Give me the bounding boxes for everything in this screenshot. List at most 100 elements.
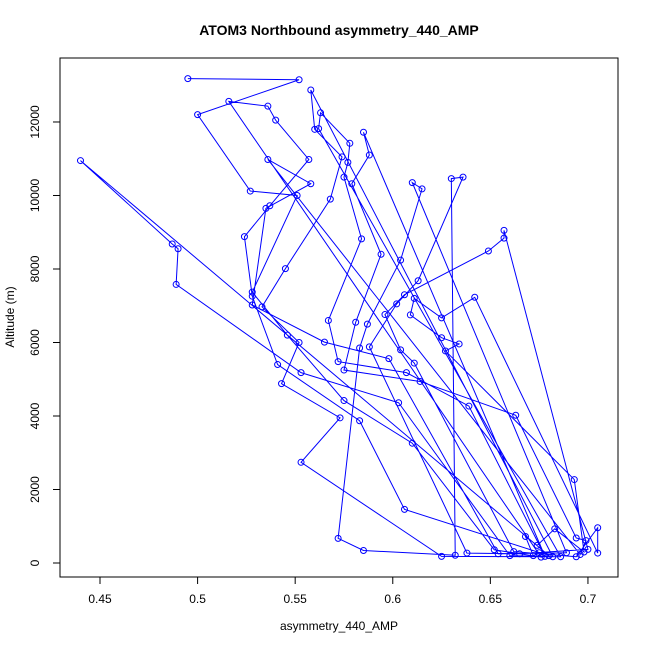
x-tick-label: 0.5 — [189, 592, 206, 606]
point — [459, 173, 467, 181]
point — [174, 245, 182, 253]
point — [295, 338, 303, 346]
point — [510, 548, 518, 556]
point — [410, 359, 418, 367]
series-line — [80, 78, 599, 558]
x-axis-label: asymmetry_440_AMP — [280, 619, 398, 633]
point — [562, 549, 570, 557]
point — [272, 116, 280, 124]
point — [580, 548, 588, 556]
point — [500, 234, 508, 242]
point — [594, 524, 602, 532]
point — [248, 288, 256, 296]
point — [410, 294, 418, 302]
point — [274, 361, 282, 369]
point — [494, 550, 502, 558]
x-tick-label: 0.45 — [88, 592, 112, 606]
point — [359, 128, 367, 136]
point — [455, 340, 463, 348]
point — [356, 344, 364, 352]
point — [557, 553, 565, 561]
point — [490, 546, 498, 554]
point — [344, 158, 352, 166]
point — [295, 76, 303, 84]
point — [400, 505, 408, 513]
y-tick-label: 8000 — [28, 255, 42, 282]
point — [471, 293, 479, 301]
point — [264, 102, 272, 110]
point — [248, 292, 256, 300]
point — [551, 525, 559, 533]
point — [340, 397, 348, 405]
point — [512, 411, 520, 419]
point — [406, 311, 414, 319]
x-tick-label: 0.55 — [284, 592, 308, 606]
point — [317, 109, 325, 117]
point — [326, 195, 334, 203]
point — [393, 300, 401, 308]
point — [352, 318, 360, 326]
y-tick-label: 4000 — [28, 402, 42, 429]
point — [521, 533, 529, 541]
point — [311, 125, 319, 133]
y-tick-label: 2000 — [28, 476, 42, 503]
point — [441, 347, 449, 355]
point — [572, 534, 580, 542]
point — [529, 552, 537, 560]
point — [258, 303, 266, 311]
point — [264, 155, 272, 163]
x-tick-label: 0.6 — [384, 592, 401, 606]
point — [438, 552, 446, 560]
point — [506, 552, 514, 560]
point — [381, 311, 389, 319]
point — [438, 314, 446, 322]
point — [184, 75, 192, 83]
point — [414, 277, 422, 285]
point — [225, 97, 233, 105]
point — [535, 549, 543, 557]
point — [246, 187, 254, 195]
point — [418, 185, 426, 193]
point — [516, 550, 524, 558]
point — [76, 157, 84, 165]
point — [365, 343, 373, 351]
point — [363, 320, 371, 328]
point — [408, 179, 416, 187]
point — [365, 151, 373, 159]
point — [582, 537, 590, 545]
point — [297, 458, 305, 466]
point — [336, 414, 344, 422]
x-tick-label: 0.7 — [580, 592, 597, 606]
chart-title: ATOM3 Northbound asymmetry_440_AMP — [199, 22, 479, 38]
point — [340, 366, 348, 374]
point — [305, 155, 313, 163]
x-tick-label: 0.65 — [479, 592, 503, 606]
point — [346, 139, 354, 147]
point — [281, 265, 289, 273]
point — [320, 338, 328, 346]
point — [194, 111, 202, 119]
y-tick-label: 10000 — [28, 178, 42, 212]
point — [377, 250, 385, 258]
point — [397, 256, 405, 264]
point — [358, 235, 366, 243]
point — [340, 173, 348, 181]
point — [545, 552, 553, 560]
point — [168, 240, 176, 248]
point — [293, 191, 301, 199]
point — [385, 355, 393, 363]
point — [262, 204, 270, 212]
point — [315, 125, 323, 133]
point — [334, 534, 342, 542]
point — [465, 402, 473, 410]
point — [400, 291, 408, 299]
point — [572, 553, 580, 561]
point — [570, 476, 578, 484]
point — [283, 331, 291, 339]
point — [594, 549, 602, 557]
point — [248, 301, 256, 309]
point — [240, 233, 248, 241]
point — [408, 439, 416, 447]
